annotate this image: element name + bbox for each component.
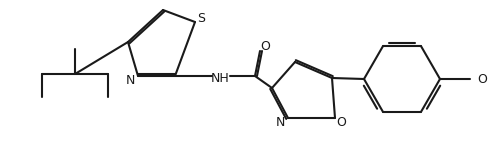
Text: S: S (197, 12, 204, 24)
Text: N: N (275, 116, 284, 130)
Text: O: O (260, 39, 269, 53)
Text: N: N (125, 75, 134, 87)
Text: NH: NH (210, 73, 229, 85)
Text: O: O (476, 73, 486, 85)
Text: O: O (335, 116, 345, 130)
